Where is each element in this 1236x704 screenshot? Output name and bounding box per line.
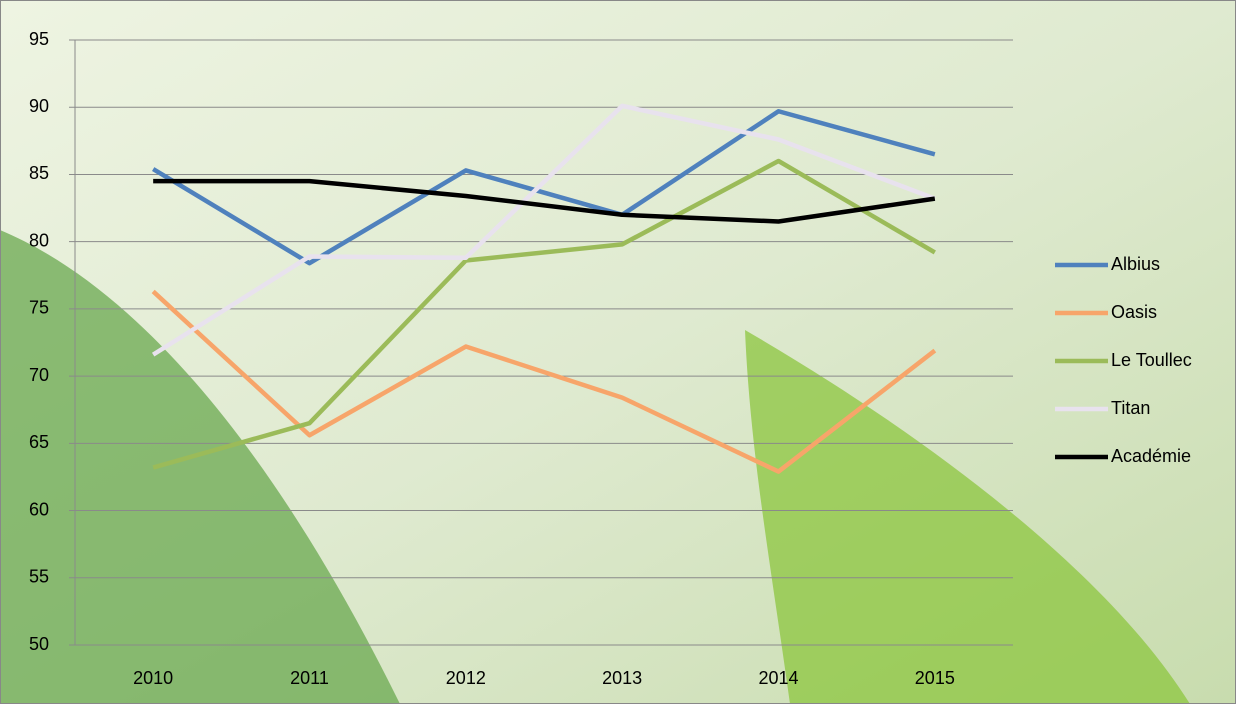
- legend-label: Académie: [1111, 446, 1191, 466]
- legend-label: Titan: [1111, 398, 1150, 418]
- y-tick-label: 50: [29, 634, 49, 654]
- x-tick-label: 2010: [133, 668, 173, 688]
- y-tick-label: 70: [29, 365, 49, 385]
- y-tick-label: 80: [29, 230, 49, 250]
- y-tick-label: 65: [29, 432, 49, 452]
- legend-label: Le Toullec: [1111, 350, 1192, 370]
- legend-label: Albius: [1111, 254, 1160, 274]
- leaf: [745, 330, 1190, 704]
- leaf: [0, 230, 400, 704]
- y-tick-label: 85: [29, 163, 49, 183]
- y-tick-label: 90: [29, 96, 49, 116]
- x-tick-label: 2013: [602, 668, 642, 688]
- series-line: [151, 289, 937, 474]
- x-tick-label: 2014: [758, 668, 798, 688]
- x-tick-label: 2012: [446, 668, 486, 688]
- series-line: [151, 103, 936, 357]
- x-tick-label: 2011: [290, 668, 329, 688]
- series-line: [153, 178, 936, 224]
- legend-label: Oasis: [1111, 302, 1157, 322]
- y-tick-label: 95: [29, 29, 49, 49]
- y-tick-label: 55: [29, 567, 49, 587]
- x-tick-label: 2015: [915, 668, 955, 688]
- series-line: [152, 158, 936, 470]
- y-tick-label: 60: [29, 499, 49, 519]
- series-line: [152, 109, 936, 266]
- y-tick-label: 75: [29, 298, 49, 318]
